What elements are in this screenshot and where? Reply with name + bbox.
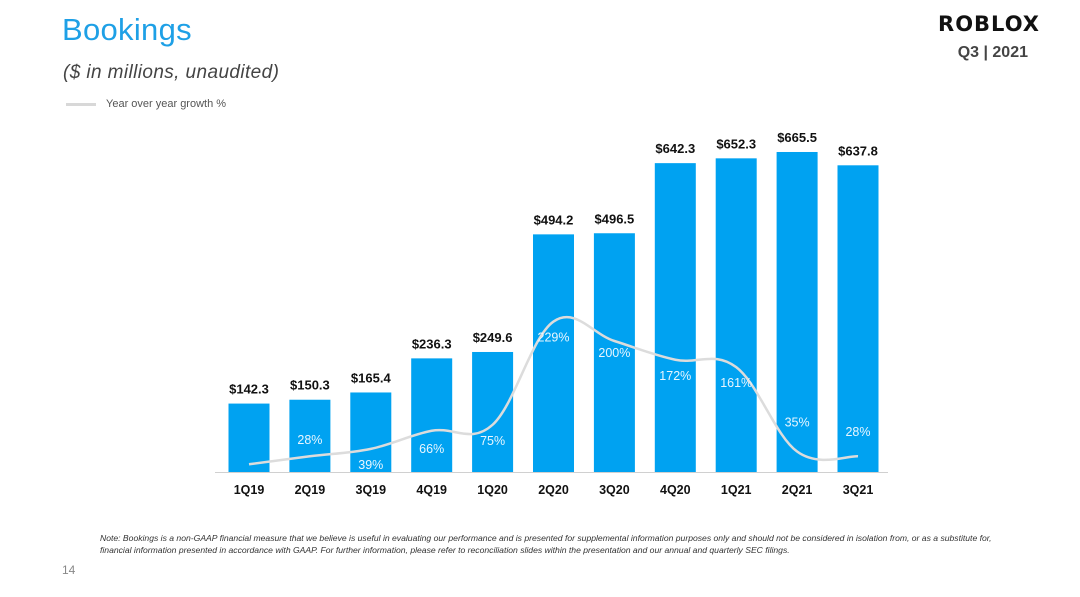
bar-value-label-1Q21: $652.3 [716,136,756,151]
growth-label-2Q19: 28% [297,433,322,447]
bar-value-label-3Q20: $496.5 [595,211,635,226]
x-tick-label-4Q19: 4Q19 [416,483,447,497]
x-tick-label-4Q20: 4Q20 [660,483,691,497]
page-title: Bookings [62,12,192,47]
growth-label-4Q19: 66% [419,442,444,456]
growth-label-3Q21: 28% [845,425,870,439]
page-number: 14 [62,563,76,577]
bar-value-label-4Q19: $236.3 [412,336,452,351]
growth-label-1Q21: 161% [720,376,752,390]
growth-label-3Q20: 200% [598,346,630,360]
x-tick-label-2Q21: 2Q21 [782,483,813,497]
bar-1Q19 [228,403,270,472]
bar-2Q21 [776,151,818,473]
bar-1Q21 [715,158,757,472]
x-tick-label-3Q21: 3Q21 [843,483,874,497]
bar-3Q19 [350,392,392,472]
growth-label-1Q20: 75% [480,434,505,448]
legend-label: Year over year growth % [106,98,227,110]
growth-label-4Q20: 172% [659,369,691,383]
footnote: Note: Bookings is a non-GAAP financial m… [100,533,992,555]
bar-value-label-2Q19: $150.3 [290,378,330,393]
x-tick-label-1Q20: 1Q20 [477,483,508,497]
bar-value-label-4Q20: $642.3 [655,141,695,156]
bar-value-label-3Q19: $165.4 [351,370,392,385]
x-tick-label-2Q19: 2Q19 [295,483,326,497]
bar-3Q20 [593,233,635,472]
page-subtitle: ($ in millions, unaudited) [63,62,280,83]
x-tick-label-3Q19: 3Q19 [356,483,387,497]
growth-line [248,315,859,466]
x-tick-label-1Q21: 1Q21 [721,483,752,497]
bar-2Q20 [533,234,574,472]
growth-label-2Q20: 229% [538,331,570,345]
growth-label-3Q19: 39% [358,458,383,472]
bar-4Q19 [411,358,453,472]
x-tick-label-1Q19: 1Q19 [234,483,265,497]
x-tick-label-3Q20: 3Q20 [599,483,630,497]
bar-3Q21 [837,165,879,472]
chart-legend: Year over year growth % [66,98,226,110]
legend-line-swatch [66,102,96,106]
period-label: Q3 | 2021 [957,44,1028,61]
bar-value-label-2Q20: $494.2 [534,212,574,227]
bar-1Q20 [472,351,514,472]
x-tick-label-2Q20: 2Q20 [538,483,569,497]
bar-value-label-1Q20: $249.6 [473,330,513,345]
roblox-logo: ROBLOX [938,12,1040,36]
bar-value-label-2Q21: $665.5 [777,130,817,145]
bar-value-label-1Q19: $142.3 [229,382,269,397]
bar-value-label-3Q21: $637.8 [838,143,878,158]
bar-4Q20 [654,163,696,473]
bar-2Q19 [289,399,331,472]
growth-label-2Q21: 35% [785,416,810,430]
